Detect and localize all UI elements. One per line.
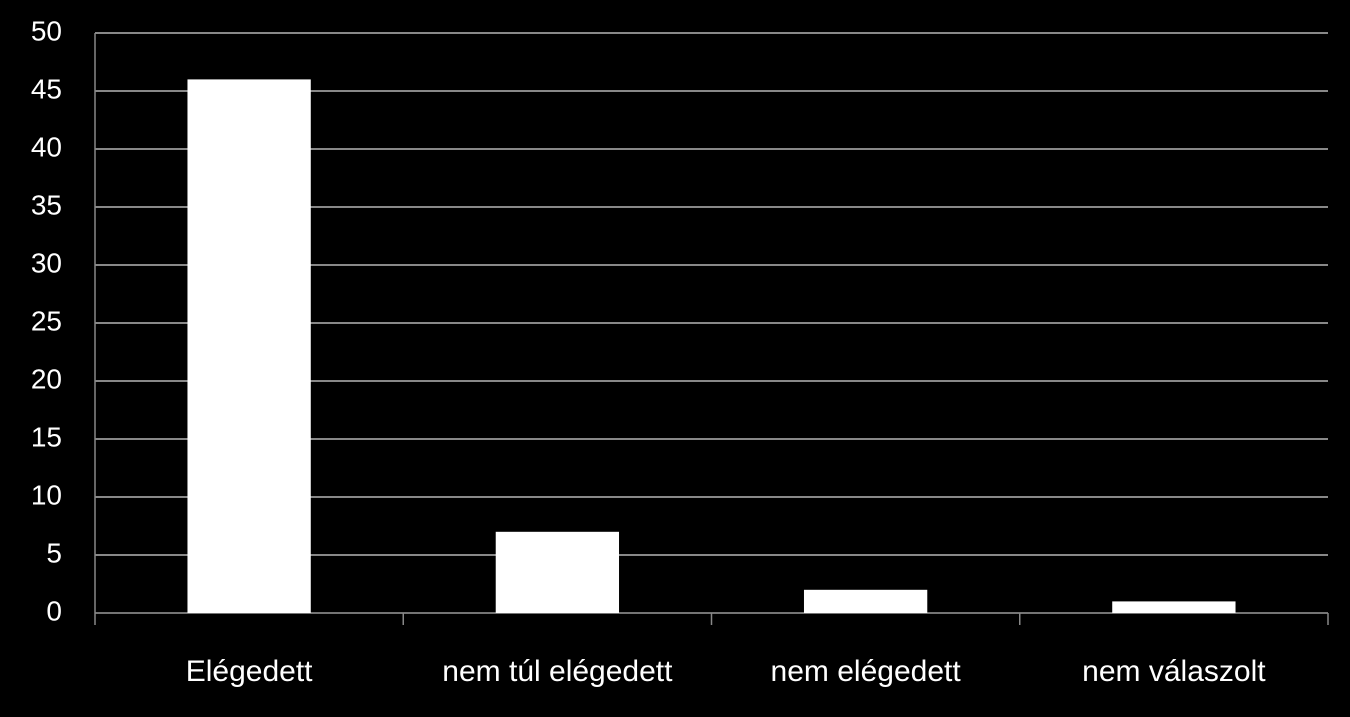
bar [1112, 601, 1236, 613]
y-tick-label: 10 [31, 479, 62, 510]
bar [495, 531, 620, 613]
y-tick-label: 45 [31, 73, 62, 104]
x-tick-label: nem túl elégedett [442, 655, 673, 688]
y-tick-label: 20 [31, 363, 62, 394]
y-tick-label: 35 [31, 189, 62, 220]
y-tick-label: 5 [46, 537, 62, 568]
y-tick-label: 15 [31, 421, 62, 452]
y-tick-label: 50 [31, 15, 62, 46]
x-tick-label: nem válaszolt [1082, 655, 1266, 688]
x-tick-label: Elégedett [186, 655, 313, 688]
y-tick-label: 0 [46, 595, 62, 626]
bar [803, 589, 928, 613]
x-tick-label: nem elégedett [771, 655, 962, 688]
bar [187, 79, 311, 613]
y-tick-label: 40 [31, 131, 62, 162]
y-tick-label: 25 [31, 305, 62, 336]
y-tick-label: 30 [31, 247, 62, 278]
